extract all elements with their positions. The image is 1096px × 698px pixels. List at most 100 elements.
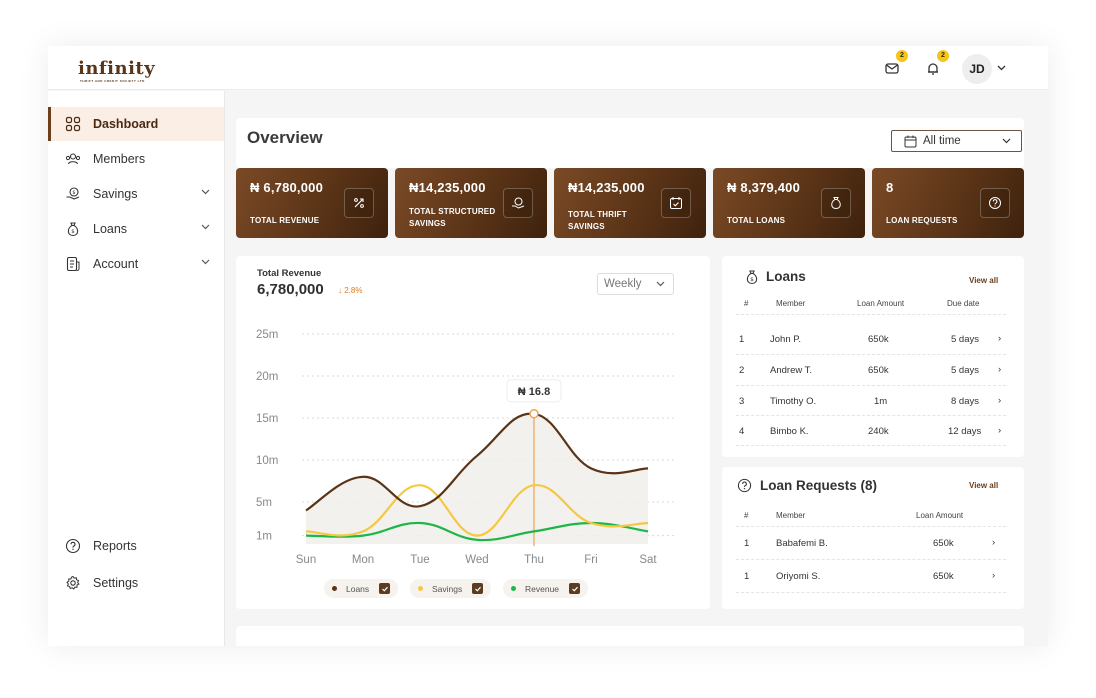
legend-dot bbox=[332, 586, 337, 591]
row-number: 2 bbox=[739, 365, 745, 376]
sidebar: Dashboard Members $ Savings $ Loans Acco… bbox=[48, 91, 225, 646]
messages-button[interactable]: 2 bbox=[880, 50, 908, 80]
notifications-button[interactable]: 2 bbox=[921, 50, 949, 80]
chevron-right-icon[interactable]: › bbox=[998, 364, 1002, 375]
row-member: Babafemi B. bbox=[776, 538, 828, 549]
divider bbox=[736, 415, 1006, 416]
sidebar-item-loans[interactable]: $ Loans bbox=[48, 212, 224, 246]
y-tick-label: 10m bbox=[256, 455, 278, 467]
tooltip-box bbox=[506, 379, 562, 403]
stat-card-total-loans[interactable]: ₦ 8,379,400 TOTAL LOANS bbox=[713, 168, 865, 238]
legend-label: Savings bbox=[432, 583, 463, 594]
column-header: # bbox=[744, 299, 749, 308]
checkbox-checked-icon[interactable] bbox=[472, 583, 484, 594]
savings-icon bbox=[503, 188, 533, 218]
overview-header-panel bbox=[236, 118, 1024, 168]
time-filter-select[interactable]: All time bbox=[891, 130, 1022, 152]
logo[interactable]: infinity THRIFT AND CREDIT SOCIETY LTD bbox=[78, 58, 155, 83]
row-amount: 650k bbox=[933, 571, 954, 582]
help-circle-icon bbox=[980, 188, 1010, 218]
calendar-icon bbox=[904, 135, 917, 147]
y-tick-label: 5m bbox=[256, 497, 272, 509]
revenue-label: Total Revenue bbox=[257, 268, 322, 279]
sidebar-item-savings[interactable]: $ Savings bbox=[48, 177, 224, 211]
chevron-right-icon[interactable]: › bbox=[998, 395, 1002, 406]
legend-item-loans[interactable]: Loans bbox=[324, 579, 399, 598]
discount-icon bbox=[344, 188, 374, 218]
x-tick-label: Sun bbox=[296, 554, 316, 566]
stat-card-total-revenue[interactable]: ₦ 6,780,000 TOTAL REVENUE bbox=[236, 168, 388, 238]
x-tick-label: Sat bbox=[639, 554, 657, 566]
column-header: Member bbox=[776, 511, 806, 520]
chevron-down-icon bbox=[1002, 138, 1011, 144]
period-select[interactable]: Weekly bbox=[597, 273, 674, 295]
svg-text:$: $ bbox=[71, 229, 75, 235]
members-icon bbox=[65, 151, 81, 167]
mail-icon bbox=[885, 63, 899, 74]
sidebar-item-label: Account bbox=[93, 257, 139, 271]
sidebar-item-label: Settings bbox=[93, 576, 139, 590]
sidebar-item-members[interactable]: Members bbox=[48, 142, 224, 176]
row-number: 1 bbox=[739, 334, 745, 345]
chevron-right-icon[interactable]: › bbox=[998, 425, 1002, 436]
savings-icon: $ bbox=[65, 186, 81, 202]
stat-label: TOTAL REVENUE bbox=[250, 216, 320, 225]
sidebar-item-reports[interactable]: Reports bbox=[48, 529, 224, 563]
divider bbox=[736, 526, 1006, 527]
grid-icon bbox=[65, 116, 81, 132]
x-tick-label: Wed bbox=[465, 554, 488, 566]
row-due: 12 days bbox=[948, 426, 982, 437]
notifications-badge: 2 bbox=[937, 50, 949, 62]
y-tick-label: 15m bbox=[256, 413, 278, 425]
chevron-down-icon[interactable] bbox=[997, 65, 1006, 71]
stat-label: TOTAL STRUCTURED bbox=[409, 207, 496, 216]
period-value: Weekly bbox=[604, 278, 642, 290]
legend-item-revenue[interactable]: Revenue bbox=[503, 579, 589, 598]
row-member: Bimbo K. bbox=[770, 426, 809, 437]
loan-requests-view-all-link[interactable]: View all bbox=[969, 481, 999, 490]
avatar[interactable]: JD bbox=[962, 54, 992, 84]
row-due: 5 days bbox=[951, 334, 979, 345]
loans-panel: $ Loans View all # Member Loan Amount Du… bbox=[722, 256, 1024, 457]
app-frame: infinity THRIFT AND CREDIT SOCIETY LTD 2… bbox=[48, 46, 1048, 646]
sidebar-item-account[interactable]: Account bbox=[48, 247, 224, 281]
stat-card-loan-requests[interactable]: 8 LOAN REQUESTS bbox=[872, 168, 1024, 238]
arrow-down-icon: ↓ bbox=[338, 286, 345, 295]
revenue-line-chart[interactable]: 1m 5m 10m 15m 20m 25m ₦ 16.8 Sun Mon Tue Wed Thu Fri… bbox=[236, 256, 710, 566]
gear-icon bbox=[65, 575, 81, 591]
row-amount: 650k bbox=[933, 538, 954, 549]
time-filter-value: All time bbox=[923, 135, 961, 147]
legend-label: Loans bbox=[346, 583, 370, 594]
calendar-check-icon bbox=[661, 188, 691, 218]
legend-dot bbox=[418, 586, 423, 591]
x-tick-label: Thu bbox=[524, 554, 544, 566]
divider bbox=[736, 385, 1006, 386]
chevron-down-icon bbox=[656, 281, 665, 287]
checkbox-checked-icon[interactable] bbox=[569, 583, 581, 594]
sidebar-item-dashboard[interactable]: Dashboard bbox=[48, 107, 224, 141]
chevron-right-icon[interactable]: › bbox=[998, 333, 1002, 344]
stat-label: SAVINGS bbox=[409, 219, 446, 228]
stat-card-structured-savings[interactable]: ₦14,235,000 TOTAL STRUCTURED SAVINGS bbox=[395, 168, 547, 238]
row-amount: 650k bbox=[868, 334, 889, 345]
sidebar-item-settings[interactable]: Settings bbox=[48, 566, 224, 600]
checkbox-checked-icon[interactable] bbox=[379, 583, 391, 594]
help-circle-icon bbox=[65, 538, 81, 554]
divider bbox=[736, 445, 1006, 446]
loans-view-all-link[interactable]: View all bbox=[969, 276, 999, 285]
stat-value: 8 bbox=[886, 180, 894, 195]
top-bar: infinity THRIFT AND CREDIT SOCIETY LTD 2… bbox=[48, 46, 1048, 90]
stat-card-thrift-savings[interactable]: ₦14,235,000 TOTAL THRIFT SAVINGS bbox=[554, 168, 706, 238]
y-tick-label: 25m bbox=[256, 329, 278, 341]
chevron-down-icon bbox=[201, 189, 210, 195]
row-due: 8 days bbox=[951, 396, 979, 407]
legend-item-savings[interactable]: Savings bbox=[410, 579, 492, 598]
column-header: Loan Amount bbox=[857, 299, 905, 308]
chevron-right-icon[interactable]: › bbox=[992, 537, 996, 548]
chevron-right-icon[interactable]: › bbox=[992, 570, 996, 581]
stat-label: TOTAL LOANS bbox=[727, 216, 786, 225]
divider bbox=[736, 592, 1006, 593]
column-header: # bbox=[744, 511, 749, 520]
row-amount: 1m bbox=[874, 396, 888, 407]
revenue-change-value: 2.8% bbox=[344, 286, 363, 295]
